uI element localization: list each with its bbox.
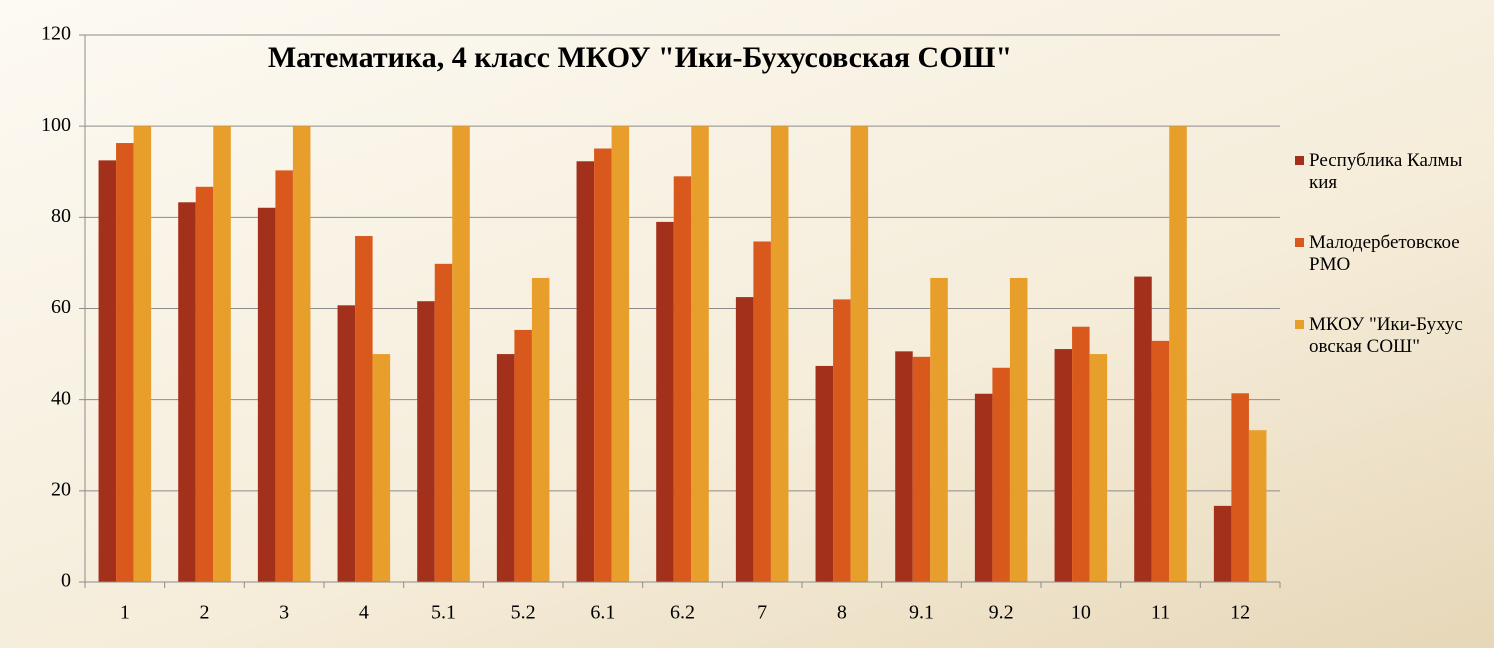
x-tick-label: 10 bbox=[1071, 602, 1091, 624]
bar bbox=[833, 299, 851, 582]
bar bbox=[337, 305, 356, 582]
x-tick-label: 9.1 bbox=[909, 602, 934, 624]
bar bbox=[213, 126, 231, 583]
y-tick-label: 0 bbox=[61, 570, 71, 592]
legend-swatch bbox=[1295, 238, 1304, 247]
bar bbox=[98, 160, 117, 582]
bar bbox=[257, 207, 276, 582]
legend-item: МКОУ "Ики-Бухусовская СОШ" bbox=[1295, 314, 1470, 358]
x-tick-label: 12 bbox=[1230, 602, 1250, 624]
y-tick-label: 120 bbox=[41, 23, 71, 45]
bar bbox=[895, 351, 913, 582]
bar bbox=[452, 126, 470, 583]
x-tick-label: 2 bbox=[200, 602, 210, 624]
bar bbox=[116, 143, 134, 582]
bar bbox=[1213, 505, 1232, 582]
legend: Республика Калмыкия Малодербетовское РМО М… bbox=[1295, 150, 1470, 396]
bar bbox=[1151, 340, 1170, 582]
legend-item: Республика Калмыкия bbox=[1295, 150, 1470, 194]
y-tick-label: 80 bbox=[51, 205, 71, 227]
bar bbox=[673, 176, 692, 582]
legend-swatch bbox=[1295, 320, 1304, 329]
bar bbox=[770, 126, 789, 583]
x-tick-label: 9.2 bbox=[989, 602, 1014, 624]
bar bbox=[417, 301, 435, 582]
x-tick-label: 1 bbox=[120, 602, 130, 624]
x-tick-label: 5.2 bbox=[511, 602, 536, 624]
y-tick-label: 40 bbox=[51, 387, 71, 409]
bar bbox=[594, 148, 612, 582]
x-tick-label: 4 bbox=[359, 602, 369, 624]
legend-label: Малодербетовское РМО bbox=[1309, 232, 1460, 275]
bar bbox=[355, 236, 373, 582]
bar bbox=[1009, 277, 1028, 582]
bar bbox=[912, 356, 931, 582]
bar bbox=[496, 354, 515, 582]
bar bbox=[656, 221, 674, 582]
x-tick-label: 5.1 bbox=[431, 602, 456, 624]
legend-label: Республика Калмыкия bbox=[1309, 150, 1463, 193]
y-tick-label: 100 bbox=[41, 114, 71, 136]
chart-title: Математика, 4 класс МКОУ "Ики-Бухусовска… bbox=[268, 41, 1012, 74]
bar bbox=[1169, 126, 1187, 583]
bar bbox=[1231, 393, 1249, 582]
x-tick-label: 3 bbox=[279, 602, 289, 624]
bar bbox=[992, 367, 1010, 582]
bar bbox=[133, 126, 152, 583]
x-tick-label: 6.1 bbox=[590, 602, 615, 624]
bar bbox=[514, 329, 532, 582]
bar bbox=[434, 263, 453, 582]
y-tick-label: 60 bbox=[51, 296, 71, 318]
bar bbox=[178, 202, 196, 582]
legend-swatch bbox=[1295, 156, 1304, 165]
bar bbox=[691, 126, 709, 583]
bar bbox=[531, 277, 550, 582]
bar bbox=[275, 170, 293, 582]
bar bbox=[1054, 349, 1073, 582]
legend-item: Малодербетовское РМО bbox=[1295, 232, 1470, 276]
bar bbox=[611, 126, 630, 583]
x-tick-label: 11 bbox=[1151, 602, 1170, 624]
bar bbox=[735, 297, 754, 582]
bar bbox=[195, 186, 214, 583]
bar bbox=[815, 365, 834, 582]
bar bbox=[850, 126, 869, 583]
bar bbox=[576, 161, 595, 582]
bar bbox=[1072, 326, 1090, 582]
bar bbox=[974, 393, 993, 582]
bar bbox=[372, 354, 391, 582]
legend-label: МКОУ "Ики-Бухусовская СОШ" bbox=[1309, 314, 1463, 357]
x-tick-label: 7 bbox=[757, 602, 767, 624]
bar bbox=[753, 241, 771, 582]
bar bbox=[1248, 430, 1267, 582]
x-tick-label: 6.2 bbox=[670, 602, 695, 624]
bar bbox=[292, 126, 311, 583]
bar bbox=[1134, 276, 1152, 582]
x-tick-label: 8 bbox=[837, 602, 847, 624]
y-tick-label: 20 bbox=[51, 478, 71, 500]
bar bbox=[930, 277, 948, 582]
bar bbox=[1089, 354, 1108, 582]
